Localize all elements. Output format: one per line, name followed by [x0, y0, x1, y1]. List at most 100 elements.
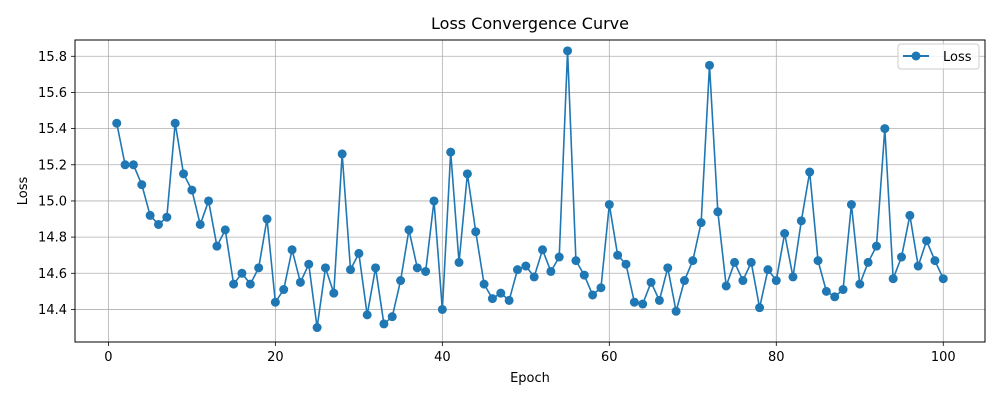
data-point: [237, 268, 247, 278]
series-loss: [112, 46, 948, 333]
legend-marker: [911, 51, 921, 61]
y-tick-label: 14.4: [38, 303, 67, 318]
data-point: [529, 272, 539, 282]
data-point: [287, 245, 297, 255]
x-tick-label: 60: [601, 350, 618, 365]
data-point: [220, 225, 230, 235]
data-point: [396, 276, 406, 286]
data-point: [638, 299, 648, 309]
data-point: [846, 200, 856, 210]
data-point: [679, 276, 689, 286]
data-point: [404, 225, 414, 235]
data-point: [863, 257, 873, 267]
legend-box: [897, 43, 980, 70]
data-point: [663, 263, 673, 273]
data-point: [295, 277, 305, 287]
x-tick-label: 0: [104, 350, 112, 365]
data-point: [604, 200, 614, 210]
data-point: [830, 292, 840, 302]
data-point: [320, 263, 330, 273]
data-point: [379, 319, 389, 329]
data-point: [387, 312, 397, 322]
data-point: [563, 46, 573, 56]
y-tick-label: 14.6: [38, 267, 67, 282]
data-point: [705, 60, 714, 70]
data-point: [905, 210, 915, 220]
data-point: [128, 160, 138, 170]
data-point: [780, 229, 790, 238]
data-point: [153, 219, 163, 229]
x-axis: 0 20 40 60 80 100: [104, 342, 956, 365]
data-point: [654, 295, 664, 305]
data-point: [496, 288, 506, 298]
y-tick-label: 15.2: [38, 158, 67, 173]
x-tick-label: 100: [931, 350, 956, 365]
data-point: [871, 241, 881, 251]
data-point: [730, 257, 740, 267]
y-axis: 14.4 14.6 14.8 15.0 15.2 15.4 15.6 15.8: [38, 50, 75, 318]
legend: Loss: [897, 43, 980, 70]
data-point: [721, 281, 731, 291]
data-point: [446, 147, 456, 157]
data-point: [621, 259, 631, 269]
chart-title: Loss Convergence Curve: [431, 14, 629, 33]
data-point: [270, 297, 280, 307]
data-point: [195, 219, 205, 229]
data-point: [362, 310, 372, 320]
data-point: [487, 294, 497, 304]
data-point: [546, 266, 556, 276]
x-axis-label: Epoch: [510, 371, 550, 386]
y-tick-label: 15.8: [38, 50, 67, 65]
data-point: [454, 257, 464, 267]
data-point: [938, 274, 948, 284]
data-point: [629, 297, 639, 307]
plot-frame: [74, 39, 986, 343]
data-point: [346, 265, 355, 275]
data-point: [763, 265, 773, 275]
data-point: [204, 196, 214, 206]
data-point: [813, 256, 823, 266]
data-point: [429, 196, 439, 206]
data-point: [646, 277, 656, 287]
data-point: [145, 210, 155, 220]
series-line: [115, 50, 944, 329]
data-point: [922, 236, 932, 246]
data-point: [471, 227, 481, 237]
data-point: [337, 149, 347, 159]
data-point: [897, 252, 907, 262]
data-point: [880, 124, 890, 134]
data-point: [554, 252, 564, 262]
data-point: [696, 218, 706, 228]
data-point: [512, 265, 522, 275]
data-point: [212, 241, 222, 251]
data-point: [162, 212, 172, 222]
data-point: [229, 279, 239, 289]
data-point: [805, 167, 815, 177]
data-point: [613, 250, 623, 260]
data-point: [838, 285, 848, 295]
data-point: [855, 279, 865, 289]
data-point: [596, 283, 606, 293]
data-point: [521, 261, 531, 271]
data-point: [262, 214, 272, 224]
data-point: [671, 306, 681, 316]
data-point: [187, 185, 197, 195]
legend-label-loss: Loss: [943, 50, 972, 65]
data-point: [120, 160, 130, 170]
data-point: [588, 290, 598, 300]
data-point: [746, 257, 756, 267]
grid: [75, 40, 985, 342]
data-point: [713, 207, 723, 217]
data-point: [913, 261, 923, 271]
data-point: [462, 169, 472, 179]
data-point: [930, 256, 940, 266]
data-point: [112, 118, 122, 128]
data-point: [371, 263, 381, 273]
data-point: [412, 263, 422, 273]
data-point: [579, 270, 589, 280]
data-point: [170, 118, 180, 128]
data-point: [437, 304, 447, 314]
x-tick-label: 80: [768, 350, 785, 365]
y-tick-label: 15.0: [38, 194, 67, 209]
